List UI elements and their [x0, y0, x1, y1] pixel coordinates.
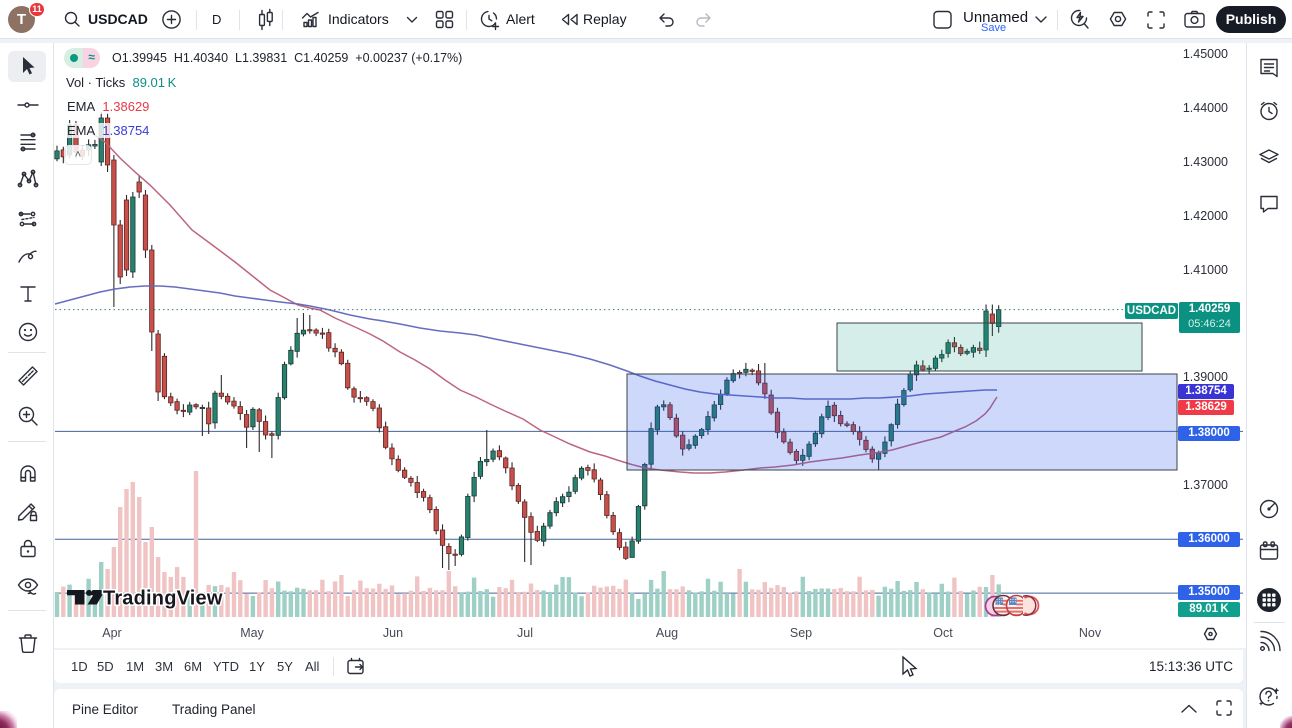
- svg-text:May: May: [240, 626, 264, 640]
- svg-text:Aug: Aug: [656, 626, 678, 640]
- svg-text:Jun: Jun: [383, 626, 403, 640]
- svg-text:Jul: Jul: [517, 626, 533, 640]
- svg-text:Apr: Apr: [102, 626, 121, 640]
- svg-text:TradingView: TradingView: [103, 588, 223, 610]
- svg-text:Sep: Sep: [790, 626, 812, 640]
- svg-text:Oct: Oct: [933, 626, 953, 640]
- svg-text:Nov: Nov: [1079, 626, 1102, 640]
